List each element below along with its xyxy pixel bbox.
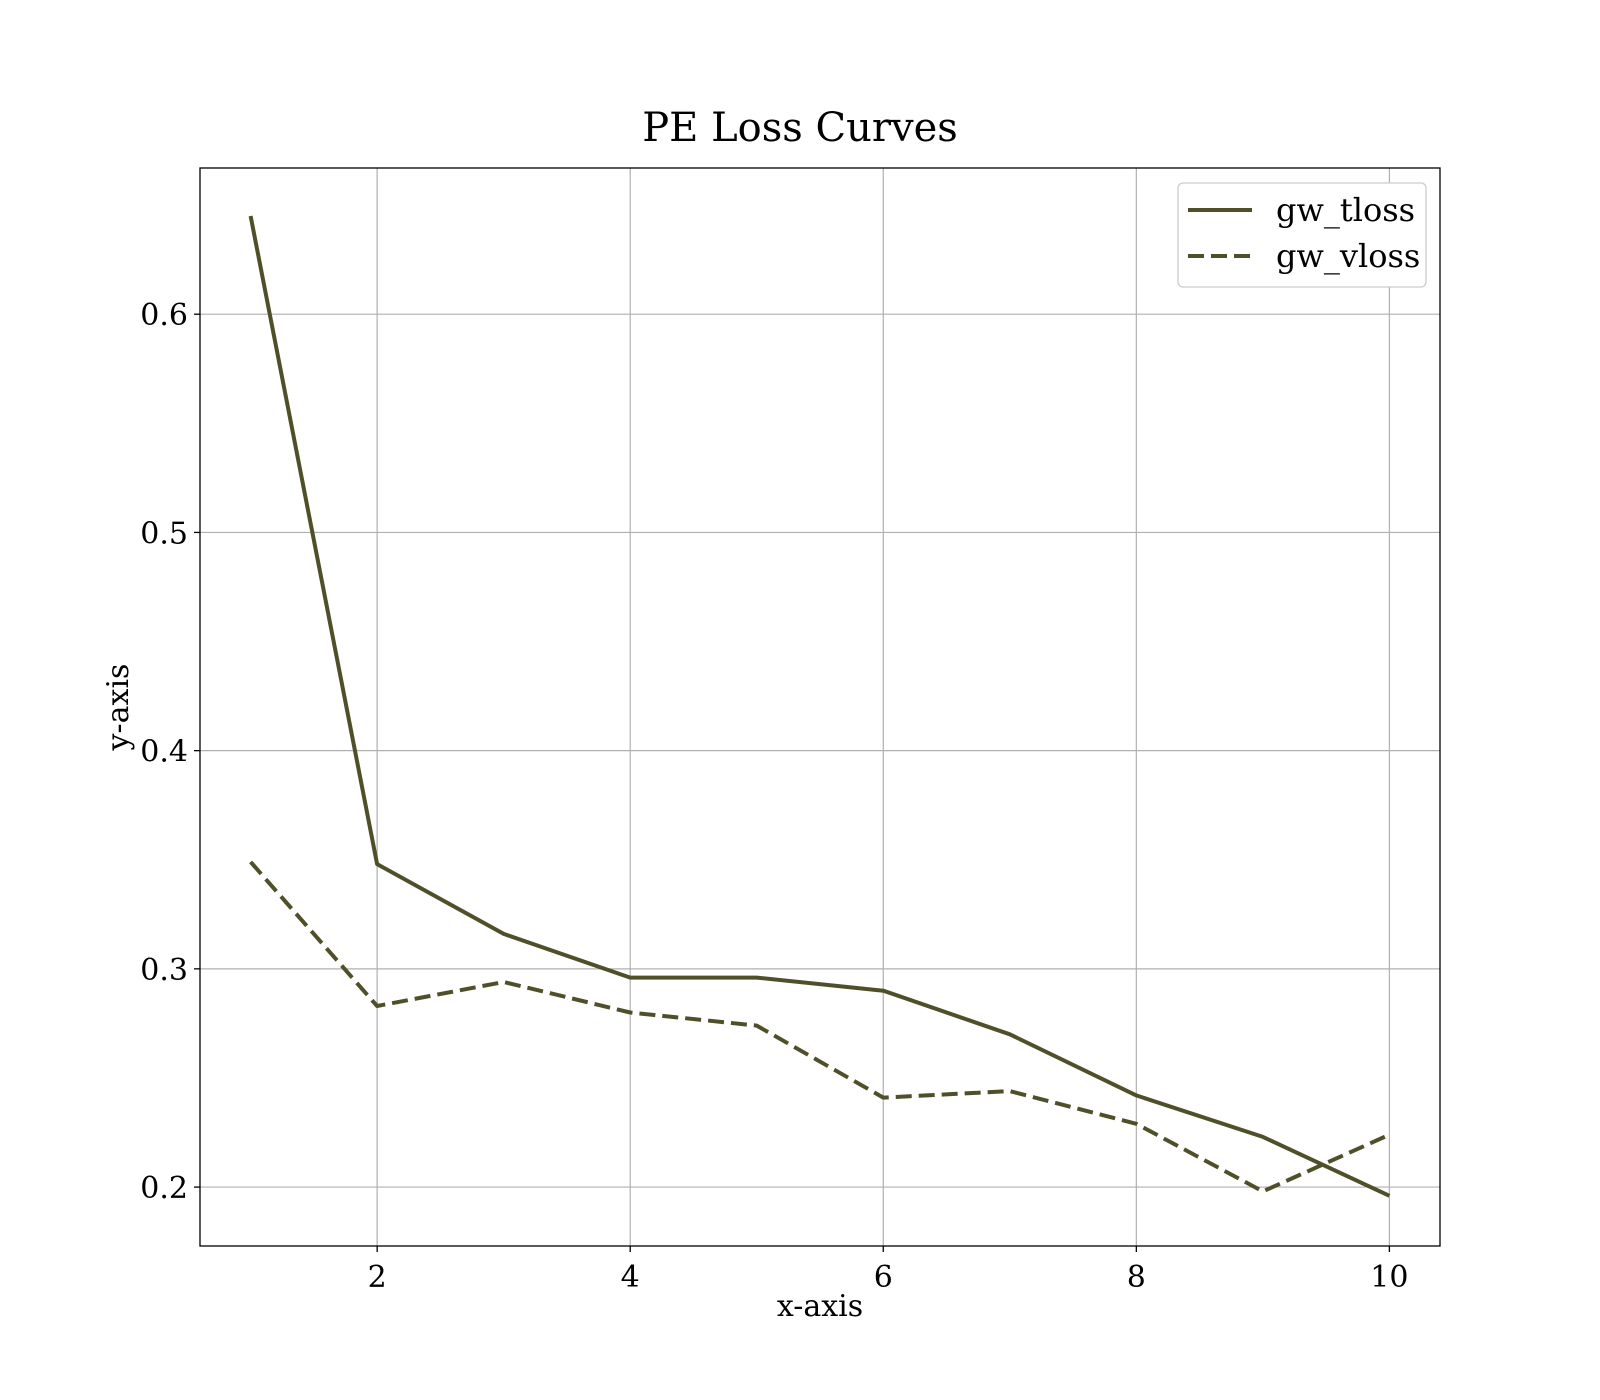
x-tick-label: 6 [874,1260,893,1295]
y-tick-label: 0.3 [140,953,188,988]
y-tick-label: 0.5 [140,516,188,551]
plot-frame [199,167,1441,1247]
legend-label-gw_tloss: gw_tloss [1276,191,1415,229]
axis-ticks: 2 4 6 8 10 0.2 0.3 0.4 0.5 0.6 [140,298,1408,1295]
y-tick-label: 0.6 [140,298,188,333]
series-line-gw_vloss [249,860,1391,1194]
x-tick-label: 10 [1370,1260,1408,1295]
x-tick-label: 2 [368,1260,387,1295]
y-tick-label: 0.2 [140,1171,188,1206]
x-tick-label: 4 [621,1260,640,1295]
y-tick-label: 0.4 [140,735,188,770]
legend-label-gw_vloss: gw_vloss [1276,237,1420,275]
legend: gw_tloss gw_vloss [1177,182,1427,288]
x-tick-label: 8 [1127,1260,1146,1295]
chart-title: PE Loss Curves [642,105,958,151]
series-line-gw_tloss [248,215,1391,1198]
series-lines [248,215,1391,1198]
grid [200,168,1440,1246]
y-axis-label: y-axis [101,664,136,752]
x-axis-label: x-axis [777,1289,863,1324]
